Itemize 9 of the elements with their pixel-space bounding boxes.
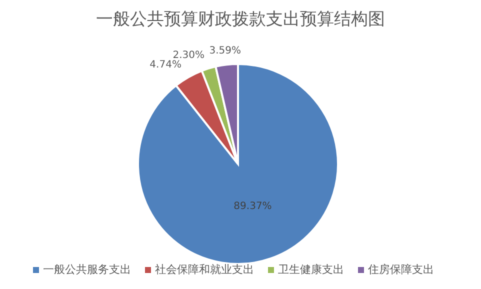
data-label: 4.74% bbox=[150, 60, 182, 71]
legend-label: 住房保障支出 bbox=[368, 263, 434, 276]
legend-label: 卫生健康支出 bbox=[278, 263, 344, 276]
data-label: 89.37% bbox=[234, 201, 272, 212]
data-label: 2.30% bbox=[172, 50, 205, 61]
legend-label: 一般公共服务支出 bbox=[43, 263, 131, 276]
legend-label: 社会保障和就业支出 bbox=[155, 263, 254, 276]
chart-title: 一般公共预算财政拨款支出预算结构图 bbox=[96, 10, 385, 30]
data-label: 3.59% bbox=[209, 45, 242, 56]
